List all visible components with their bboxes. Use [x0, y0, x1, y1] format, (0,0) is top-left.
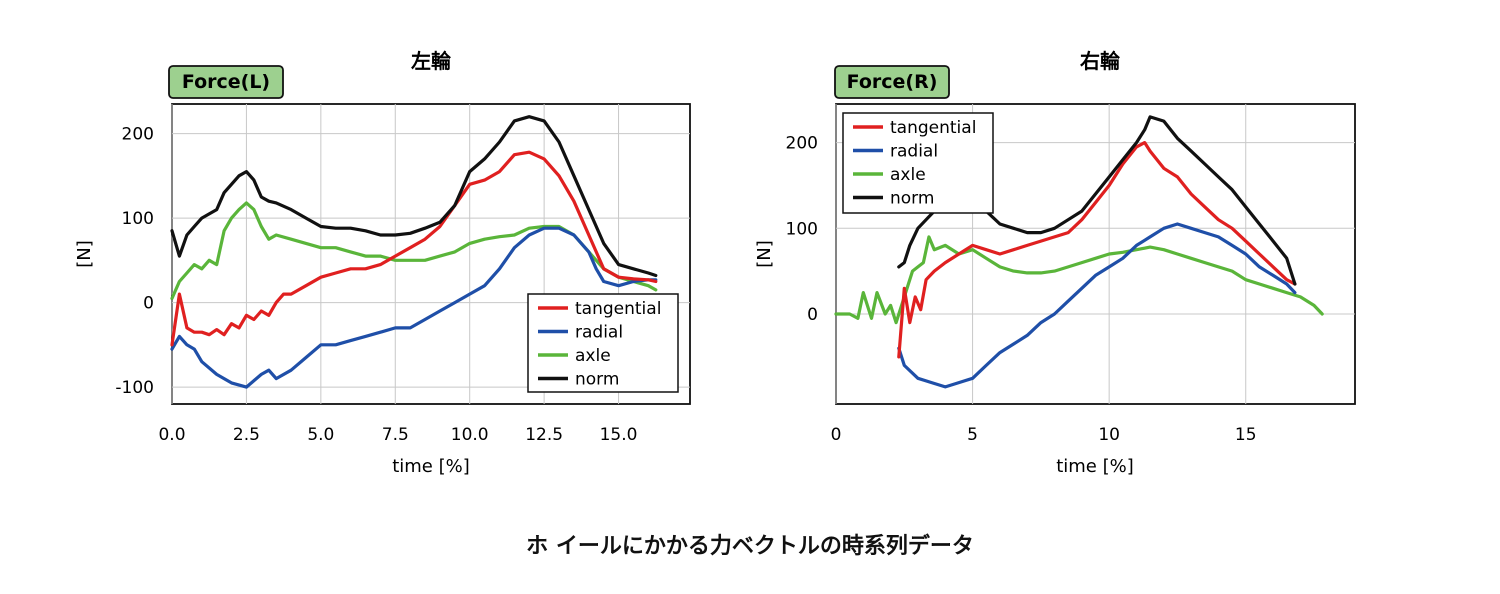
series-line-radial	[170, 226, 658, 389]
x-axis-label: time [%]	[392, 456, 470, 477]
series-line-tangential	[170, 150, 658, 347]
y-axis-label: [N]	[74, 240, 95, 268]
x-tick-label: 0	[831, 425, 842, 445]
legend-box	[527, 293, 679, 393]
y-tick-label: 0	[143, 294, 154, 314]
legend-label-norm: norm	[890, 189, 934, 209]
badge-box	[168, 65, 284, 99]
legend-label-axle: axle	[890, 165, 926, 185]
y-tick-labels: -100 0 100 200	[115, 125, 154, 399]
x-tick-label: 5	[967, 425, 978, 445]
x-tick-label: 10	[1098, 425, 1120, 445]
x-tick-label: 0.0	[158, 425, 185, 445]
legend-label-radial: radial	[890, 142, 938, 162]
x-tick-label: 7.5	[382, 425, 409, 445]
y-tick-label: 100	[786, 219, 818, 239]
legend: tangential radial axle norm	[527, 293, 679, 393]
y-tick-label: 0	[807, 305, 818, 325]
figure-caption: ホ イールにかかる力ベクトルの時系列データ	[526, 534, 974, 559]
x-tick-label: 2.5	[233, 425, 260, 445]
y-tick-labels: 0 100 200	[786, 134, 818, 325]
y-axis-label: [N]	[754, 240, 775, 268]
series-line-radial	[897, 222, 1297, 389]
badge-box	[834, 65, 950, 99]
x-tick-labels: 0.0 2.5 5.0 7.5 10.0 12.5 15.0	[158, 425, 637, 445]
chart-title: 右輪	[1080, 49, 1121, 73]
y-tick-label: 100	[122, 209, 154, 229]
y-tick-label: -100	[115, 378, 154, 398]
chart-title: 左輪	[411, 49, 452, 73]
legend: tangential radial axle norm	[842, 112, 994, 214]
x-tick-label: 15.0	[600, 425, 638, 445]
legend-label-radial: radial	[575, 323, 623, 343]
legend-label-axle: axle	[575, 346, 611, 366]
badge-label: Force(R)	[847, 71, 938, 93]
x-tick-labels: 0 5 10 15	[831, 425, 1257, 445]
badge-label: Force(L)	[182, 71, 270, 93]
series-line-axle	[834, 235, 1324, 325]
series-line-norm	[170, 115, 658, 278]
y-tick-label: 200	[786, 134, 818, 154]
series-lines	[170, 115, 658, 389]
x-axis-label: time [%]	[1056, 456, 1134, 477]
chart-left: 左輪 Force(L) 0.0 2.5 5.0 7.5 10.0 12.5 15.0 -10…	[74, 49, 691, 477]
y-tick-label: 200	[122, 125, 154, 145]
x-tick-label: 10.0	[451, 425, 489, 445]
x-tick-label: 15	[1235, 425, 1257, 445]
legend-label-tangential: tangential	[890, 118, 976, 138]
x-tick-label: 12.5	[525, 425, 563, 445]
legend-label-norm: norm	[575, 370, 619, 390]
x-tick-label: 5.0	[307, 425, 334, 445]
legend-label-tangential: tangential	[575, 299, 661, 319]
series-line-tangential	[897, 141, 1297, 359]
